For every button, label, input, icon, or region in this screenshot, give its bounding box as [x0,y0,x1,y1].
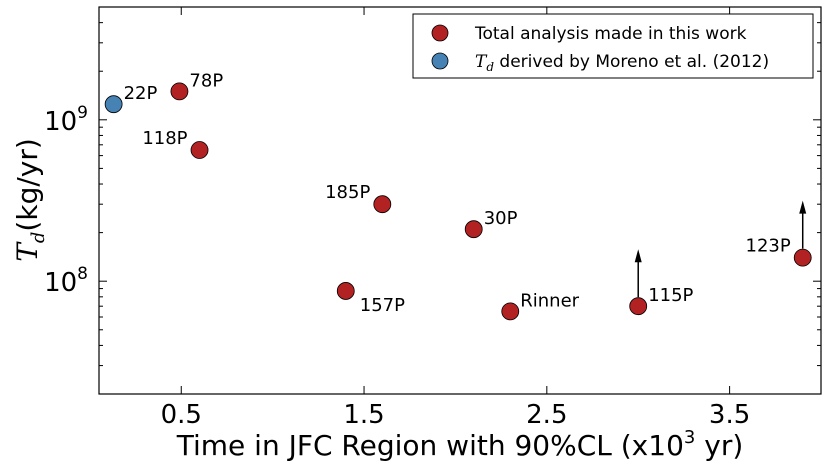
data-points [104,82,812,321]
tick-labels: 0.5 1.5 2.5 3.5 108 109 [44,103,750,430]
legend-label-total: Total analysis made in this work [474,24,747,44]
legend: Total analysis made in this work Td deri… [412,13,814,79]
point-22P [104,95,123,114]
y-axis-label: Td(kg/yr) [11,138,49,262]
point-label-78P: 78P [189,70,223,91]
point-118P [190,141,209,159]
plot-area-frame [98,6,822,395]
lower-limit-arrow-head [634,249,642,263]
legend-box [412,13,814,79]
point-label-115P: 115P [648,285,693,306]
point-label-30P: 30P [484,208,518,229]
y-tick-label: 108 [44,264,88,298]
x-tick-label: 1.5 [343,400,384,430]
lower-limit-arrows [634,200,807,298]
point-157P [336,282,355,300]
point-123P [793,248,812,267]
axis-ticks [99,6,821,395]
point-Rinner [501,302,520,321]
x-tick-label: 2.5 [526,400,567,430]
point-30P [464,220,483,239]
point-label-185P: 185P [325,182,370,203]
point-labels: 22P 78P 118P 185P 30P 157P Rinner 115P 123P [124,70,791,316]
x-axis-label: Time in JFC Region with 90%CL (x103 yr) [176,427,744,462]
legend-label-moreno: Td derived by Moreno et al. (2012) [475,52,769,74]
point-label-22P: 22P [124,83,158,104]
x-tick-label: 0.5 [161,400,202,430]
point-label-157P: 157P [360,295,405,316]
y-tick-label: 109 [44,103,88,137]
legend-marker-total [431,24,449,42]
lower-limit-arrow-head [799,200,807,214]
point-115P [629,297,648,316]
point-label-123P: 123P [746,236,791,257]
point-78P [170,82,189,101]
point-label-Rinner: Rinner [520,290,579,311]
legend-marker-moreno [431,52,449,70]
point-185P [373,195,392,214]
point-label-118P: 118P [142,128,187,149]
x-tick-label: 3.5 [709,400,750,430]
